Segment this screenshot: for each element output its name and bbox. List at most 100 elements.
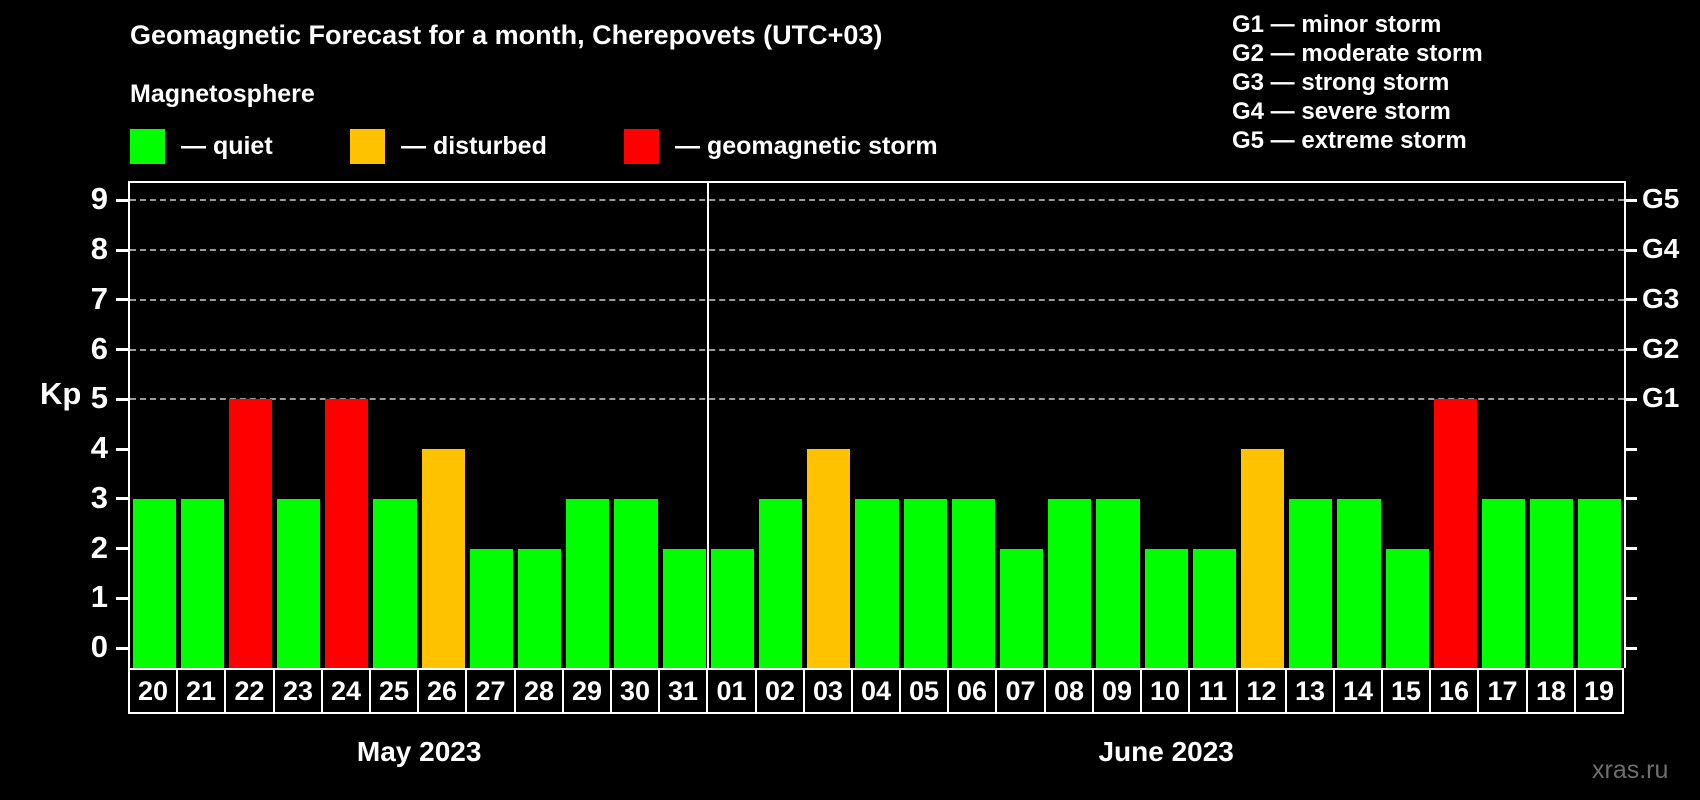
kp-bar-june-01 <box>710 548 754 668</box>
storm-scale-legend: G1 — minor storm G2 — moderate storm G3 … <box>1232 10 1483 155</box>
right-tick-4 <box>1624 447 1637 451</box>
y-tick-label-6: 6 <box>90 330 108 366</box>
date-label-23: 23 <box>273 668 323 714</box>
kp-bar-june-08 <box>1048 498 1092 668</box>
legend-label-disturbed: — disturbed <box>401 132 547 160</box>
date-label-19: 19 <box>1574 668 1624 714</box>
y-tick-label-9: 9 <box>90 181 108 217</box>
y-tick-label-8: 8 <box>90 231 108 267</box>
date-label-18: 18 <box>1526 668 1576 714</box>
y-tick-label-7: 7 <box>90 280 108 316</box>
storm-scale-g2: G2 — moderate storm <box>1232 40 1483 67</box>
right-tick-2 <box>1624 547 1637 551</box>
date-label-16: 16 <box>1429 668 1479 714</box>
kp-bar-june-07 <box>999 548 1044 668</box>
right-tick-8 <box>1624 248 1637 252</box>
kp-bar-june-09 <box>1096 498 1140 668</box>
kp-bar-may-25 <box>373 498 417 668</box>
date-label-10: 10 <box>1140 668 1190 714</box>
kp-bar-june-18 <box>1530 498 1574 668</box>
y-axis-label: Kp <box>40 376 82 411</box>
date-label-29: 29 <box>562 668 612 714</box>
g-scale-label-g5: G5 <box>1642 183 1680 215</box>
kp-bar-june-17 <box>1481 498 1526 668</box>
y-tick-8 <box>116 248 128 252</box>
kp-bar-june-05 <box>903 498 947 668</box>
date-label-05: 05 <box>899 668 949 714</box>
date-axis: 20 21 22 23 24 25 26 27 28 29 30 31 01 02 03 04 05 06 07 08… <box>128 668 1626 714</box>
kp-bar-may-27 <box>469 548 514 668</box>
month-label-may: May 2023 <box>356 736 482 767</box>
kp-bar-may-26 <box>421 449 465 668</box>
right-tick-0 <box>1624 646 1637 650</box>
storm-color-swatch <box>624 129 659 164</box>
magnetosphere-label: Magnetosphere <box>130 80 315 108</box>
y-tick-label-5: 5 <box>90 380 108 416</box>
date-label-04: 04 <box>851 668 901 714</box>
kp-bar-june-16 <box>1433 399 1477 668</box>
date-label-09: 09 <box>1092 668 1142 714</box>
legend-item-disturbed: — disturbed <box>350 129 547 164</box>
g-scale-label-g3: G3 <box>1642 282 1680 314</box>
date-label-11: 11 <box>1188 668 1238 714</box>
gridline-kp9 <box>130 199 1624 202</box>
storm-scale-g1: G1 — minor storm <box>1232 11 1442 38</box>
date-label-12: 12 <box>1236 668 1287 714</box>
date-label-21: 21 <box>176 668 226 714</box>
y-tick-1 <box>116 596 128 600</box>
date-label-08: 08 <box>1044 668 1094 714</box>
legend-item-quiet: — quiet <box>130 129 273 164</box>
kp-bar-may-22 <box>228 399 273 668</box>
y-tick-7 <box>116 298 128 302</box>
date-label-22: 22 <box>224 668 275 714</box>
kp-bar-june-19 <box>1578 498 1622 668</box>
g-scale-label-g4: G4 <box>1642 233 1680 265</box>
kp-bar-may-31 <box>662 548 706 668</box>
date-label-28: 28 <box>514 668 564 714</box>
kp-bar-june-03 <box>807 449 851 668</box>
month-label-june: June 2023 <box>1098 736 1234 767</box>
y-tick-3 <box>116 497 128 501</box>
kp-bar-june-14 <box>1337 498 1381 668</box>
kp-bar-june-10 <box>1144 548 1188 668</box>
date-label-24: 24 <box>321 668 371 714</box>
date-label-02: 02 <box>755 668 805 714</box>
date-label-03: 03 <box>803 668 853 714</box>
gridline-kp8 <box>130 249 1624 252</box>
storm-scale-g5: G5 — extreme storm <box>1232 127 1467 154</box>
right-tick-7 <box>1624 298 1637 302</box>
date-label-13: 13 <box>1285 668 1335 714</box>
kp-bar-may-21 <box>180 498 224 668</box>
gridline-kp5 <box>130 398 1624 401</box>
kp-bar-may-24 <box>325 399 369 668</box>
right-tick-6 <box>1624 348 1637 352</box>
storm-scale-g4: G4 — severe storm <box>1232 98 1451 125</box>
g-scale-label-g2: G2 <box>1642 332 1680 364</box>
kp-bar-may-20 <box>132 498 176 668</box>
date-label-14: 14 <box>1333 668 1383 714</box>
kp-bar-june-15 <box>1385 548 1429 668</box>
kp-bar-may-30 <box>614 498 658 668</box>
kp-bar-may-28 <box>518 548 562 668</box>
y-tick-0 <box>116 646 128 650</box>
y-tick-2 <box>116 547 128 551</box>
right-tick-9 <box>1624 198 1637 202</box>
kp-bar-june-06 <box>951 498 995 668</box>
plot-area: 0 1 2 3 4 5 6 7 8 9 G1 G2 G3 G4 G5 <box>91 181 1679 668</box>
date-label-30: 30 <box>610 668 660 714</box>
kp-bar-may-23 <box>277 498 321 668</box>
y-tick-label-4: 4 <box>90 430 108 466</box>
right-tick-5 <box>1624 397 1637 401</box>
date-label-17: 17 <box>1477 668 1528 714</box>
date-label-26: 26 <box>417 668 467 714</box>
watermark: xras.ru <box>1592 756 1669 784</box>
storm-scale-g3: G3 — strong storm <box>1232 69 1450 96</box>
y-tick-5 <box>116 397 128 401</box>
date-label-01: 01 <box>706 668 757 714</box>
g-scale-label-g1: G1 <box>1642 382 1680 414</box>
date-label-20: 20 <box>128 668 178 714</box>
date-label-27: 27 <box>465 668 516 714</box>
legend-item-storm: — geomagnetic storm <box>624 129 938 164</box>
kp-bar-june-13 <box>1289 498 1333 668</box>
